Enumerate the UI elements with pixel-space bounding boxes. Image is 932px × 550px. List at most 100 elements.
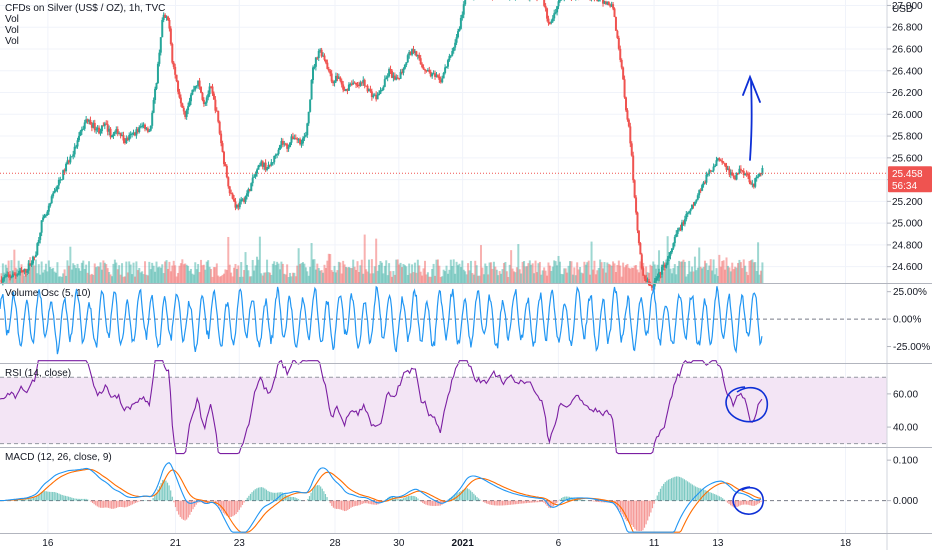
candle-body <box>283 143 286 145</box>
volume-bar <box>369 273 372 283</box>
candle-body <box>630 143 633 156</box>
volume-bar <box>386 275 389 283</box>
candle-body <box>637 230 640 244</box>
volume-bar <box>29 257 32 283</box>
volume-bar <box>237 265 240 283</box>
candle-body <box>673 236 676 244</box>
candle-body <box>263 162 266 167</box>
candle-body <box>85 119 88 123</box>
volume-bar <box>39 274 42 283</box>
volume-bar <box>633 265 636 283</box>
volume-bar <box>212 267 215 283</box>
candle-body <box>386 76 389 78</box>
candle-body <box>230 193 233 195</box>
volume-bar <box>695 270 698 283</box>
candle-body <box>52 193 55 197</box>
volume-bar <box>744 265 747 283</box>
volume-bar <box>721 261 724 283</box>
candle-body <box>332 81 335 84</box>
volume-bar <box>47 260 50 283</box>
candle-body <box>267 164 270 169</box>
candle-body <box>53 190 56 194</box>
volume-bar <box>266 259 269 283</box>
volume-bar <box>474 260 477 283</box>
volume-bar <box>299 264 302 283</box>
candle-body <box>110 135 113 138</box>
price-badge: 25.458 56:34 <box>888 166 932 193</box>
volume-bar <box>189 268 192 283</box>
volume-bar <box>238 276 241 283</box>
volume-bar <box>584 264 587 283</box>
volume-bar <box>36 273 39 283</box>
candle-body <box>675 233 678 237</box>
candle-body <box>636 212 639 231</box>
candle-body <box>27 263 30 271</box>
volume-bar <box>320 270 323 283</box>
volume-bar <box>184 263 187 283</box>
volume-bar <box>52 267 55 283</box>
volume-bar <box>390 276 393 283</box>
candle-body <box>711 170 714 172</box>
candle-body <box>337 77 340 79</box>
candle-body <box>276 153 279 155</box>
candle-body <box>658 272 661 278</box>
volume-bar <box>630 267 633 283</box>
volume-bar <box>336 270 339 283</box>
volume-bar <box>505 271 508 283</box>
volume-bar <box>177 273 180 283</box>
candle-body <box>731 172 734 176</box>
volume-bar <box>195 269 198 283</box>
volume-bar <box>662 271 665 283</box>
volume-bar <box>136 270 139 283</box>
volume-bar <box>145 274 148 283</box>
candle-body <box>419 58 422 65</box>
x-tick-label: 16 <box>42 538 54 549</box>
candle-body <box>449 55 452 57</box>
volume-bar <box>373 266 376 283</box>
volume-bar <box>83 269 86 283</box>
volume-bar <box>72 263 75 283</box>
volume-osc-title: Volume Osc (5, 10) <box>5 288 91 299</box>
volume-bar <box>365 269 368 283</box>
volume-bar <box>577 269 580 283</box>
volume-bar <box>467 263 470 283</box>
candle-body <box>629 126 632 144</box>
volume-bar <box>273 261 276 283</box>
candle-body <box>558 0 561 2</box>
volume-bar <box>735 267 738 283</box>
volume-bar <box>128 261 131 283</box>
volume-bar <box>701 268 704 283</box>
volume-bar <box>406 274 409 283</box>
volume-bar <box>622 262 625 283</box>
candle-body <box>324 59 327 63</box>
volume-bar <box>217 275 220 283</box>
candle-body <box>69 156 72 163</box>
volume-bar <box>151 262 154 283</box>
candle-body <box>270 162 273 166</box>
volume-bar <box>640 259 643 283</box>
volume-bar <box>106 268 109 283</box>
candle-body <box>326 62 329 69</box>
volume-bar <box>599 259 602 283</box>
candle-body <box>345 88 348 91</box>
volume-bar <box>688 260 691 283</box>
volume-bar <box>449 259 452 283</box>
volume-bar <box>479 245 482 283</box>
volume-bar <box>174 265 177 283</box>
volume-bar <box>716 275 719 283</box>
volume-bar <box>533 273 536 283</box>
candle-body <box>75 146 78 148</box>
volume-bar <box>629 268 632 283</box>
volume-bar <box>749 260 752 283</box>
volume-bar <box>207 260 210 283</box>
volume-bar <box>614 271 617 283</box>
circle-annotation-rsi <box>725 386 768 423</box>
x-tick-label: 18 <box>840 538 852 549</box>
candle-body <box>434 73 437 77</box>
candle-body <box>128 135 131 140</box>
volume-bar <box>274 265 277 283</box>
volume-bar <box>105 264 108 283</box>
volume-bar <box>334 272 337 283</box>
volume-bar <box>438 265 441 283</box>
